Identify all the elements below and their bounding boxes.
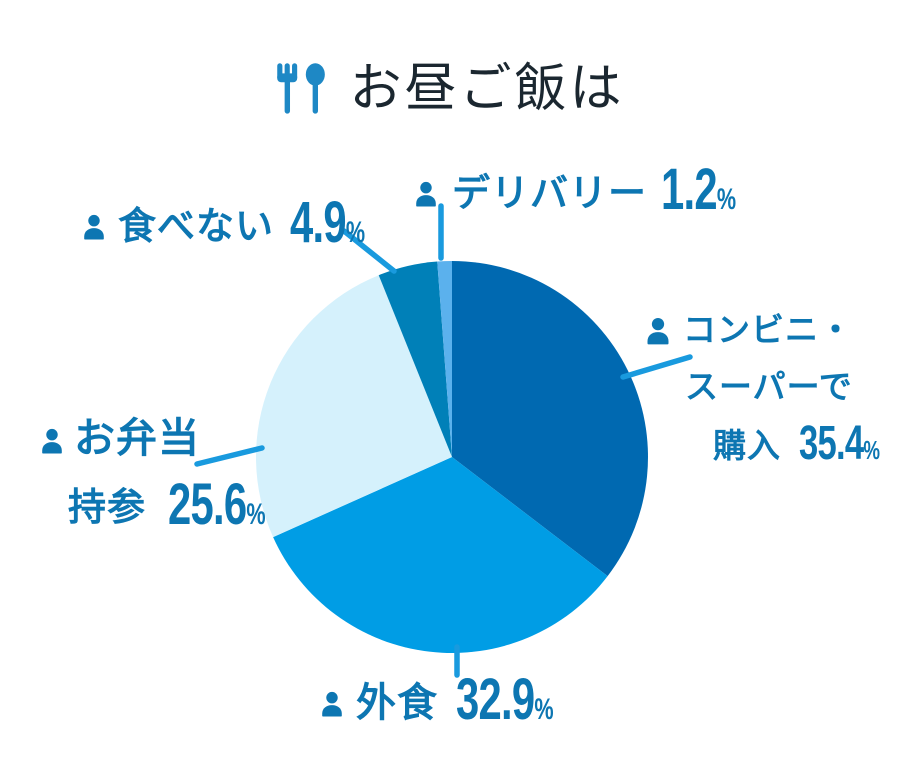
person-icon (322, 692, 342, 717)
person-icon (84, 215, 104, 240)
slice-label: デリバリー (452, 172, 648, 215)
callout-bento: お弁当 持参 25.6% (38, 415, 304, 538)
slice-label: 食べない (118, 205, 275, 248)
pie-slice-4 (378, 261, 452, 457)
callout-skip: 食べない 4.9% (80, 190, 394, 255)
leader-line (194, 445, 265, 467)
slice-label-line2: スーパーで (685, 367, 853, 405)
slice-label: 外食 (356, 681, 438, 726)
page-title: お昼ご飯は (0, 60, 900, 118)
slice-label-line1: コンビニ・ (683, 311, 853, 348)
pie-slice-3 (255, 275, 452, 538)
leader-line (341, 228, 397, 274)
slice-label-line1: お弁当 (74, 415, 200, 461)
slice-value: 35.4% (799, 416, 881, 470)
person-icon (416, 182, 436, 207)
callout-eat-out: 外食 32.9% (318, 667, 592, 732)
slice-label-line2: 持参 (68, 486, 147, 529)
person-icon (42, 429, 62, 454)
slice-value: 32.9% (456, 667, 554, 732)
person-icon (647, 317, 669, 345)
slice-value: 1.2% (661, 157, 737, 222)
pie-slice-2 (273, 457, 608, 653)
callout-convenience: コンビニ・ スーパーで 購入 35.4% (643, 311, 900, 470)
fork-spoon-icon (277, 63, 326, 114)
leader-line (620, 354, 693, 380)
pie-slice-1 (452, 261, 648, 577)
title-text: お昼ご飯は (349, 60, 625, 118)
slice-value: 4.9% (290, 190, 366, 255)
callout-delivery: デリバリー 1.2% (412, 157, 765, 222)
slice-label-line3: 購入 (713, 427, 781, 465)
pie-slice-5 (437, 261, 452, 457)
slice-value: 25.6% (168, 472, 266, 538)
